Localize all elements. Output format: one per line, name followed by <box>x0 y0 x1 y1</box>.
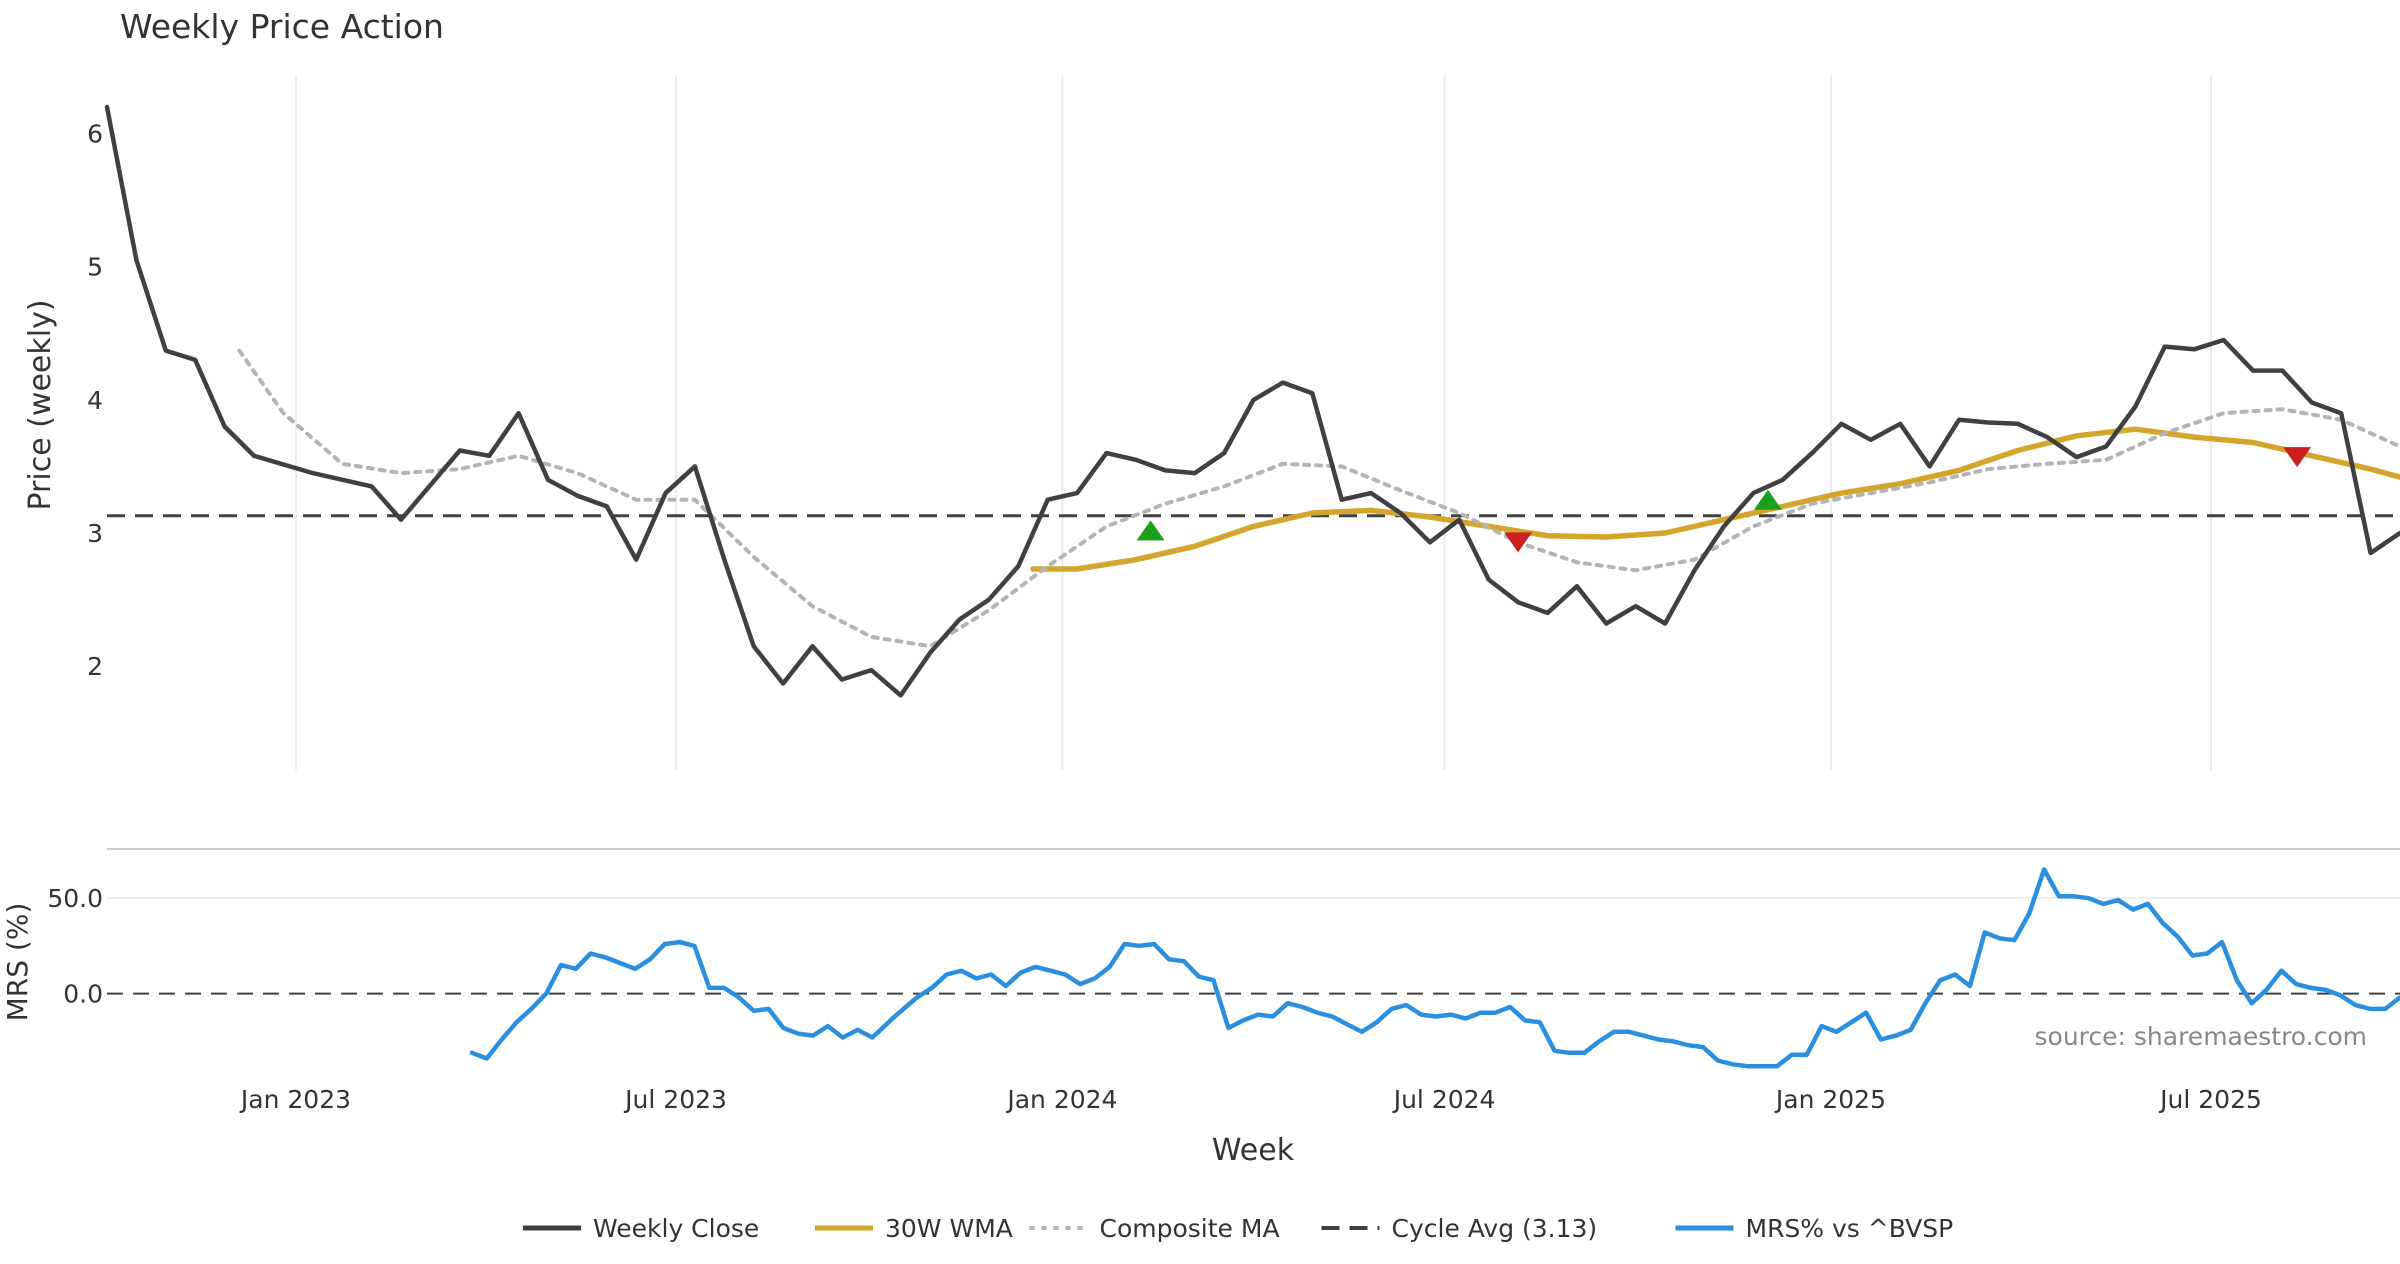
x-axis: Jan 2023 Jul 2023 Jan 2024 Jul 2024 Jan 2025… <box>239 1085 2262 1114</box>
x-tick-label: Jan 2025 <box>1774 1085 1886 1114</box>
legend-item-cycle-avg-3-13: Cycle Avg (3.13) <box>1321 1214 1598 1243</box>
mrs-y-tick-label: 0.0 <box>63 980 103 1009</box>
price-y-ticks: 2 3 4 5 6 <box>87 120 103 682</box>
legend-label: Weekly Close <box>593 1214 759 1243</box>
sell-signal-marker <box>1504 532 1533 553</box>
mrs-panel: 0.0 50.0 MRS (%) source: sharemaestro.com <box>1 867 2400 1069</box>
price-y-tick-label: 2 <box>87 652 103 681</box>
price-series-group <box>104 104 2400 698</box>
source-label: source: sharemaestro.com <box>2035 1022 2368 1051</box>
mrs-series-group <box>469 867 2400 1069</box>
price-y-tick-label: 4 <box>87 386 103 415</box>
price-y-tick-label: 6 <box>87 120 103 149</box>
x-tick-label: Jan 2024 <box>1005 1085 1117 1114</box>
price-y-tick-label: 3 <box>87 519 103 548</box>
mrs-y-axis-label: MRS (%) <box>1 903 34 1022</box>
mrs-y-tick-label: 50.0 <box>47 884 103 913</box>
x-axis-label: Week <box>1212 1133 1295 1168</box>
legend: Weekly Close 30W WMA Composite MA Cycle Avg… <box>523 1214 1953 1243</box>
price-panel: 2 3 4 5 6 Price (weekly) <box>23 75 2400 770</box>
mrs-y-ticks: 0.0 50.0 <box>47 884 103 1008</box>
buy-signal-marker <box>1753 489 1782 510</box>
buy-signal-marker <box>1136 520 1165 541</box>
legend-label: 30W WMA <box>885 1214 1013 1243</box>
legend-item-mrs-vs-bvsp: MRS% vs ^BVSP <box>1675 1214 1954 1243</box>
legend-item-weekly-close: Weekly Close <box>523 1214 759 1243</box>
weekly-close-line <box>104 104 2400 698</box>
legend-label: Composite MA <box>1100 1214 1280 1243</box>
price-y-tick-label: 5 <box>87 253 103 282</box>
x-tick-label: Jul 2024 <box>1392 1085 1496 1114</box>
sell-signal-marker <box>2283 447 2312 468</box>
price-grid <box>294 75 2213 770</box>
legend-item-30w-wma: 30W WMA <box>815 1214 1013 1243</box>
x-tick-label: Jul 2025 <box>2158 1085 2262 1114</box>
x-tick-label: Jan 2023 <box>239 1085 351 1114</box>
x-tick-label: Jul 2023 <box>623 1085 727 1114</box>
composite-ma-line <box>237 348 2400 649</box>
30w-wma-line <box>1030 426 2400 572</box>
signal-markers <box>1136 447 2312 553</box>
legend-label: MRS% vs ^BVSP <box>1746 1214 1954 1243</box>
price-y-axis-label: Price (weekly) <box>23 299 58 510</box>
chart-title: Weekly Price Action <box>120 7 444 46</box>
legend-label: Cycle Avg (3.13) <box>1392 1214 1598 1243</box>
mrs-vs-bvsp-line <box>469 867 2400 1069</box>
legend-item-composite-ma: Composite MA <box>1029 1214 1280 1243</box>
